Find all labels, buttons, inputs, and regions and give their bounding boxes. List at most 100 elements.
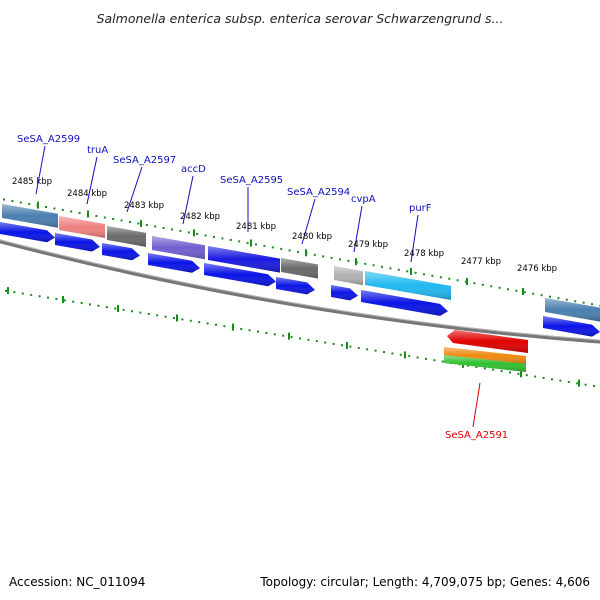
cds-arrow[interactable]: [204, 263, 276, 287]
minor-tick: [307, 338, 310, 341]
minor-tick: [145, 223, 148, 226]
feature-trua[interactable]: [59, 216, 105, 239]
cds-arrow[interactable]: [276, 277, 315, 295]
gene-labels: SeSA_A2599 truA SeSA_A2597 accD SeSA_A2595 Se…: [17, 134, 508, 441]
minor-tick: [416, 356, 419, 359]
cds-arrow[interactable]: [331, 285, 358, 301]
major-tick: [288, 332, 290, 340]
minor-tick: [246, 241, 249, 244]
minor-tick: [105, 306, 108, 309]
minor-tick: [122, 308, 125, 311]
minor-tick: [103, 216, 106, 219]
minor-tick: [467, 364, 469, 367]
minor-tick: [299, 337, 301, 340]
minor-tick: [332, 342, 335, 345]
lower-tick-row: [5, 287, 595, 388]
minor-tick: [414, 271, 417, 274]
feature-sesa_a2591[interactable]: [444, 330, 528, 372]
upper-tick-row: [3, 198, 600, 307]
minor-tick: [154, 225, 157, 228]
minor-tick: [483, 367, 486, 370]
genome-backbone-highlight: [0, 239, 600, 341]
minor-tick: [584, 383, 587, 386]
tick-labels: 2485 kbp 2484 kbp 2483 kbp 2482 kbp 2481 kbp…: [12, 177, 557, 274]
feature-purf[interactable]: [365, 271, 451, 301]
major-tick: [117, 304, 119, 312]
feature-sesa_a2599[interactable]: [2, 204, 58, 228]
minor-tick: [13, 291, 16, 294]
minor-tick: [315, 340, 318, 343]
cds-arrow[interactable]: [55, 233, 100, 252]
label-leader-line: [126, 166, 143, 213]
minor-tick: [330, 256, 333, 259]
tick-label: 2484 kbp: [67, 189, 107, 199]
major-tick: [7, 287, 9, 295]
gene-label[interactable]: SeSA_A2591: [445, 430, 508, 441]
feature-cvpa[interactable]: [334, 266, 363, 286]
tick-label: 2481 kbp: [236, 222, 276, 232]
minor-tick: [147, 312, 150, 315]
minor-tick: [532, 292, 535, 295]
minor-tick: [271, 246, 274, 249]
minor-tick: [55, 297, 58, 300]
minor-tick: [273, 333, 276, 336]
feature-sesa_a2594[interactable]: [281, 258, 318, 279]
minor-tick: [89, 303, 91, 306]
gene-label[interactable]: SeSA_A2595: [220, 175, 283, 186]
gene-label[interactable]: accD: [181, 164, 206, 175]
gene-label[interactable]: cvpA: [351, 194, 376, 205]
feature-right-edge-gene[interactable]: [545, 298, 600, 322]
minor-tick: [30, 293, 33, 296]
gene-label[interactable]: SeSA_A2597: [113, 155, 176, 166]
minor-tick: [498, 286, 501, 289]
minor-tick: [173, 317, 175, 320]
minor-tick: [265, 331, 268, 334]
major-tick: [305, 249, 307, 257]
major-tick: [193, 229, 195, 237]
minor-tick: [139, 311, 142, 314]
minor-tick: [439, 276, 442, 279]
tick-label: 2482 kbp: [180, 212, 220, 222]
minor-tick: [137, 222, 140, 225]
minor-tick: [391, 352, 394, 355]
major-tick: [355, 258, 357, 266]
minor-tick: [490, 285, 493, 288]
gene-label[interactable]: SeSA_A2599: [17, 134, 80, 145]
major-tick: [62, 296, 64, 304]
major-tick: [520, 370, 522, 378]
minor-tick: [551, 378, 553, 381]
feature-sesa_a2595[interactable]: [208, 246, 280, 273]
gene-label[interactable]: truA: [87, 145, 108, 156]
label-leader-line: [182, 175, 194, 225]
major-tick: [410, 267, 412, 275]
gene-label[interactable]: SeSA_A2594: [287, 187, 350, 198]
minor-tick: [114, 307, 117, 310]
gene-label[interactable]: purF: [409, 203, 432, 214]
minor-tick: [280, 247, 283, 250]
feature-sesa_a2597[interactable]: [107, 226, 146, 247]
cds-arrow[interactable]: [361, 290, 448, 316]
minor-tick: [322, 255, 325, 258]
minor-tick: [282, 334, 285, 337]
minor-tick: [523, 291, 526, 294]
major-tick: [37, 201, 39, 209]
minor-tick: [517, 372, 520, 375]
minor-tick: [408, 355, 411, 358]
feature-accd[interactable]: [152, 236, 205, 260]
cds-arrow[interactable]: [0, 222, 55, 243]
feature-track: [2, 204, 600, 322]
minor-tick: [179, 229, 182, 232]
cds-arrow[interactable]: [148, 253, 200, 273]
minor-tick: [349, 345, 352, 348]
minor-tick: [492, 368, 495, 371]
minor-tick: [95, 214, 98, 217]
minor-tick: [213, 235, 215, 238]
cds-arrow[interactable]: [102, 243, 140, 261]
accession-text: Accession: NC_011094: [9, 575, 146, 589]
major-tick: [522, 287, 524, 295]
label-leader-line: [35, 145, 46, 195]
minor-tick: [120, 219, 123, 222]
label-leader-line: [301, 198, 316, 245]
cds-arrow[interactable]: [543, 316, 600, 337]
cds-track: [0, 222, 600, 372]
